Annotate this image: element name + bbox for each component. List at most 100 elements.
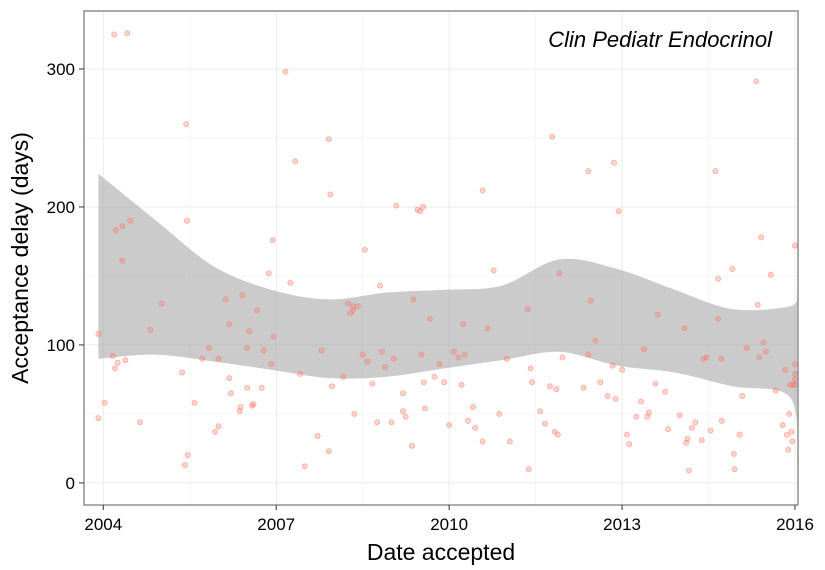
data-point (662, 388, 669, 395)
data-point (619, 366, 626, 373)
data-point (420, 379, 427, 386)
data-point (112, 227, 119, 234)
data-point (460, 321, 467, 328)
data-point (783, 431, 790, 438)
data-point (652, 380, 659, 387)
data-point (246, 328, 253, 335)
data-point (559, 354, 566, 361)
data-point (369, 380, 376, 387)
data-point (609, 362, 616, 369)
data-point (199, 355, 206, 362)
data-point (377, 282, 384, 289)
data-point (292, 158, 299, 165)
data-point (402, 413, 409, 420)
data-point (119, 223, 126, 230)
data-point (549, 133, 556, 140)
data-point (184, 452, 191, 459)
data-point (542, 420, 549, 427)
data-point (390, 355, 397, 362)
data-point (418, 351, 425, 358)
data-point (537, 408, 544, 415)
data-point (700, 355, 707, 362)
data-point (689, 424, 696, 431)
data-point (789, 438, 796, 445)
data-point (215, 355, 222, 362)
data-point (179, 369, 186, 376)
data-point (455, 354, 462, 361)
data-point (258, 384, 265, 391)
data-point (260, 347, 267, 354)
data-point (626, 441, 633, 448)
data-point (496, 410, 503, 417)
data-point (592, 337, 599, 344)
data-point (731, 466, 738, 473)
data-point (212, 428, 219, 435)
data-point (490, 267, 497, 274)
plot-panel-border (83, 10, 799, 506)
data-point (270, 333, 277, 340)
data-point (95, 415, 102, 422)
data-point (792, 370, 799, 377)
journal-annotation: Clin Pediatr Endocrinol (548, 27, 773, 52)
data-point (450, 348, 457, 355)
data-point (527, 365, 534, 372)
data-point (715, 275, 722, 282)
data-point (122, 357, 129, 364)
data-point (351, 410, 358, 417)
data-point (585, 168, 592, 175)
data-point (181, 461, 188, 468)
data-point (645, 409, 652, 416)
data-point (772, 387, 779, 394)
data-point (268, 361, 275, 368)
data-point (654, 311, 661, 318)
data-points (95, 30, 799, 474)
x-axis-title: Date accepted (367, 539, 515, 565)
data-point (611, 159, 618, 166)
data-point (760, 339, 767, 346)
data-point (393, 202, 400, 209)
data-point (788, 428, 795, 435)
data-point (244, 384, 251, 391)
data-point (127, 217, 134, 224)
data-point (676, 412, 683, 419)
data-point (684, 435, 691, 442)
data-point (215, 423, 222, 430)
data-point (739, 392, 746, 399)
data-point (597, 379, 604, 386)
data-point (665, 426, 672, 433)
plot-panel (84, 11, 798, 505)
data-point (318, 347, 325, 354)
data-point (265, 270, 272, 277)
data-point (587, 297, 594, 304)
data-point (506, 438, 513, 445)
data-point (431, 373, 438, 380)
data-point (222, 296, 229, 303)
data-point (718, 355, 725, 362)
data-point (269, 237, 276, 244)
x-tick-label: 2016 (776, 515, 814, 534)
data-point (762, 348, 769, 355)
data-point (374, 419, 381, 426)
data-point (399, 408, 406, 415)
data-point (237, 403, 244, 410)
data-point (681, 325, 688, 332)
data-point (479, 187, 486, 194)
data-point (792, 381, 799, 388)
data-point (361, 246, 368, 253)
data-point (244, 344, 251, 351)
data-point (124, 30, 131, 37)
data-point (612, 395, 619, 402)
data-point (114, 359, 121, 366)
data-point (325, 448, 332, 455)
data-point (239, 292, 246, 299)
data-point (638, 398, 645, 405)
data-point (698, 437, 705, 444)
data-point (715, 315, 722, 322)
data-point (707, 427, 714, 434)
data-point (101, 399, 108, 406)
confidence-band (98, 173, 798, 463)
data-point (349, 307, 356, 314)
data-point (253, 307, 260, 314)
axis-ticks: 0 100 200 300 2004 2007 2010 2013 2016 (47, 60, 814, 534)
data-point (436, 361, 443, 368)
